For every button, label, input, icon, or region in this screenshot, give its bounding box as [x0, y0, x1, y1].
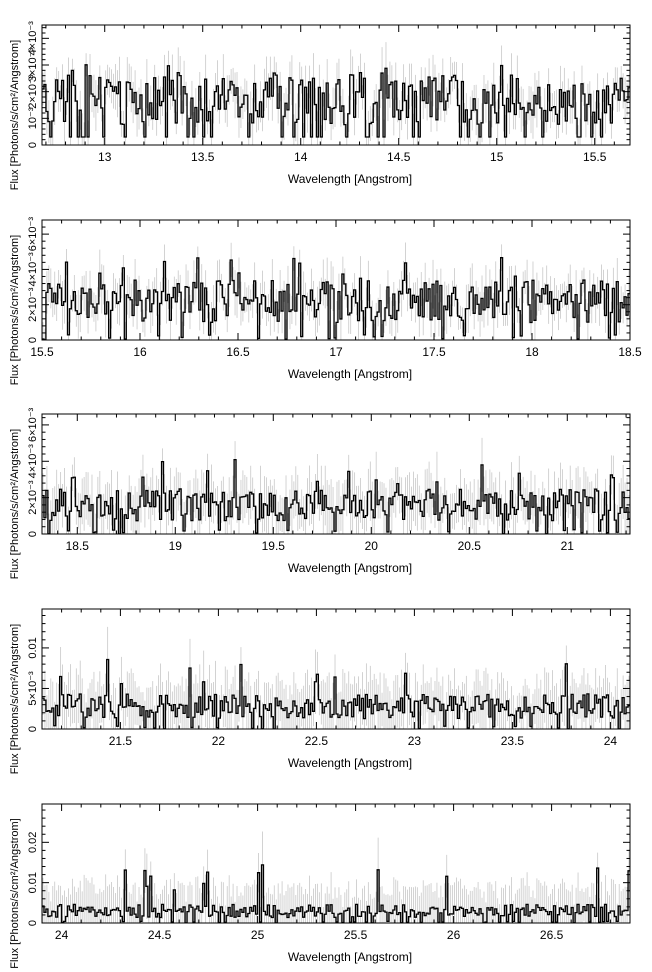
panel-3-x-tick-label: 20	[365, 539, 379, 553]
panel-5-y-axis-label: Flux [Photons/s/cm²/Angstrom]	[9, 818, 21, 968]
panel-5-x-axis-label: Wavelength [Angstrom]	[288, 950, 412, 964]
spectrum-panel-5: 24 24.5 25 25.5 26 26.5 0 0.01 0.02 Wavelength [A…	[9, 803, 631, 969]
panel-4-spectrum-line	[42, 658, 630, 729]
spectrum-panel-4: 21.5 22 22.5 23 23.5 24 0 5×10⁻³ 0.01 Wavelength …	[9, 608, 631, 774]
panel-4-x-tick-label: 23	[408, 734, 422, 748]
panel-4-y-tick-label: 0	[27, 726, 39, 732]
panel-2-spectrum-line	[42, 257, 630, 340]
panel-2-y-axis-label: Flux [Photons/s/cm²/Angstrom]	[9, 235, 21, 385]
panel-1-x-tick-label: 15	[490, 150, 504, 164]
panel-2-x-tick-label: 16	[133, 345, 147, 359]
panel-2-y-tick-label: 4×10⁻³	[27, 252, 39, 287]
panel-1-spectrum-line	[42, 64, 630, 138]
panel-4-x-axis-label: Wavelength [Angstrom]	[288, 756, 412, 770]
panel-3-y-tick-label: 4×10⁻³	[27, 444, 39, 479]
panel-3-x-tick-label: 19	[169, 539, 183, 553]
panel-4-x-tick-label: 23.5	[501, 734, 525, 748]
panel-5-x-tick-label: 24.5	[148, 928, 172, 942]
panel-5-x-tick-label: 24	[55, 928, 69, 942]
panel-5-data	[42, 831, 630, 923]
panel-5-spectrum-line	[42, 864, 630, 923]
panel-2-y-tick-label: 6×10⁻³	[27, 217, 39, 252]
panel-1-y-axis-label: Flux [Photons/s/cm²/Angstrom]	[9, 40, 21, 190]
panel-4-y-tick-label: 5×10⁻³	[27, 671, 39, 706]
spectrum-panel-1: 13 13.5 14 14.5 15 15.5 0 10⁻³2×10⁻³3×10⁻³4×10⁻…	[9, 21, 631, 190]
panel-2-x-tick-label: 15.5	[30, 345, 54, 359]
panel-3-x-tick-label: 21	[561, 539, 575, 553]
panel-1-x-tick-label: 13.5	[191, 150, 215, 164]
panel-2-y-tick-label: 2×10⁻³	[27, 287, 39, 322]
panel-4-x-tick-label: 24	[604, 734, 618, 748]
panel-3-data	[42, 437, 630, 534]
panel-5-error-bars	[42, 831, 630, 923]
panel-2-y-tick-label: 0	[27, 337, 39, 343]
panel-1-x-axis-label: Wavelength [Angstrom]	[288, 172, 412, 186]
panel-3-y-tick-label: 2×10⁻³	[27, 480, 39, 515]
panel-3-y-tick-label: 0	[27, 531, 39, 537]
panel-1-data	[42, 42, 630, 145]
panel-3-x-tick-label: 18.5	[66, 539, 90, 553]
panel-3-spectrum-line	[42, 459, 630, 534]
panel-1-x-tick-label: 14	[294, 150, 308, 164]
panel-1-x-tick-label: 14.5	[387, 150, 411, 164]
panel-2-x-tick-label: 18.5	[618, 345, 642, 359]
panel-2-x-tick-label: 17	[329, 345, 343, 359]
panel-3-x-axis-label: Wavelength [Angstrom]	[288, 561, 412, 575]
panel-3-y-tick-label: 6×10⁻³	[27, 407, 39, 442]
panel-1-y-tick-label: 10⁻³	[27, 107, 39, 129]
panel-4-y-tick-label: 0.01	[27, 637, 39, 658]
panel-1-x-tick-label: 15.5	[583, 150, 607, 164]
panel-2-x-tick-label: 16.5	[226, 345, 250, 359]
panel-5-x-tick-label: 25.5	[344, 928, 368, 942]
panel-5-y-tick-label: 0.02	[27, 832, 39, 853]
panel-3-y-axis-label: Flux [Photons/s/cm²/Angstrom]	[9, 429, 21, 579]
panel-1-y-tick-label: 2×10⁻³	[27, 74, 39, 109]
panel-1-frame	[41, 24, 631, 146]
panel-2-data	[42, 242, 630, 340]
panel-1-y-tick-label: 3×10⁻³	[27, 48, 39, 83]
panel-5-x-tick-label: 25	[251, 928, 265, 942]
panel-5-x-tick-label: 26.5	[540, 928, 564, 942]
panel-2-x-tick-label: 17.5	[422, 345, 446, 359]
panel-5-frame	[41, 803, 631, 924]
panel-5-x-tick-label: 26	[447, 928, 461, 942]
panel-2-x-axis-label: Wavelength [Angstrom]	[288, 367, 412, 381]
spectrum-panel-2: 15.5 16 16.5 17 17.5 18 18.5 0 2×10⁻³4×10⁻³6×10⁻…	[9, 217, 642, 386]
panel-3-x-tick-label: 20.5	[458, 539, 482, 553]
panel-5-y-tick-label: 0	[27, 920, 39, 926]
panel-1-y-tick-label: 4×10⁻³	[27, 21, 39, 56]
panel-1-y-tick-label: 0	[27, 142, 39, 148]
spectrum-panel-3: 18.5 19 19.5 20 20.5 21 0 2×10⁻³4×10⁻³ 6×10⁻³ Wav…	[9, 407, 631, 579]
panel-4-y-axis-label: Flux [Photons/s/cm²/Angstrom]	[9, 624, 21, 774]
panel-4-data	[42, 626, 630, 729]
panel-3-frame	[41, 413, 631, 535]
panel-5-y-tick-label: 0.01	[27, 872, 39, 893]
panel-1-x-tick-label: 13	[98, 150, 112, 164]
panel-4-x-tick-label: 22	[212, 734, 226, 748]
panel-4-x-tick-label: 22.5	[305, 734, 329, 748]
panel-2-x-tick-label: 18	[525, 345, 539, 359]
panel-4-x-tick-label: 21.5	[109, 734, 133, 748]
panel-3-x-tick-label: 19.5	[262, 539, 286, 553]
